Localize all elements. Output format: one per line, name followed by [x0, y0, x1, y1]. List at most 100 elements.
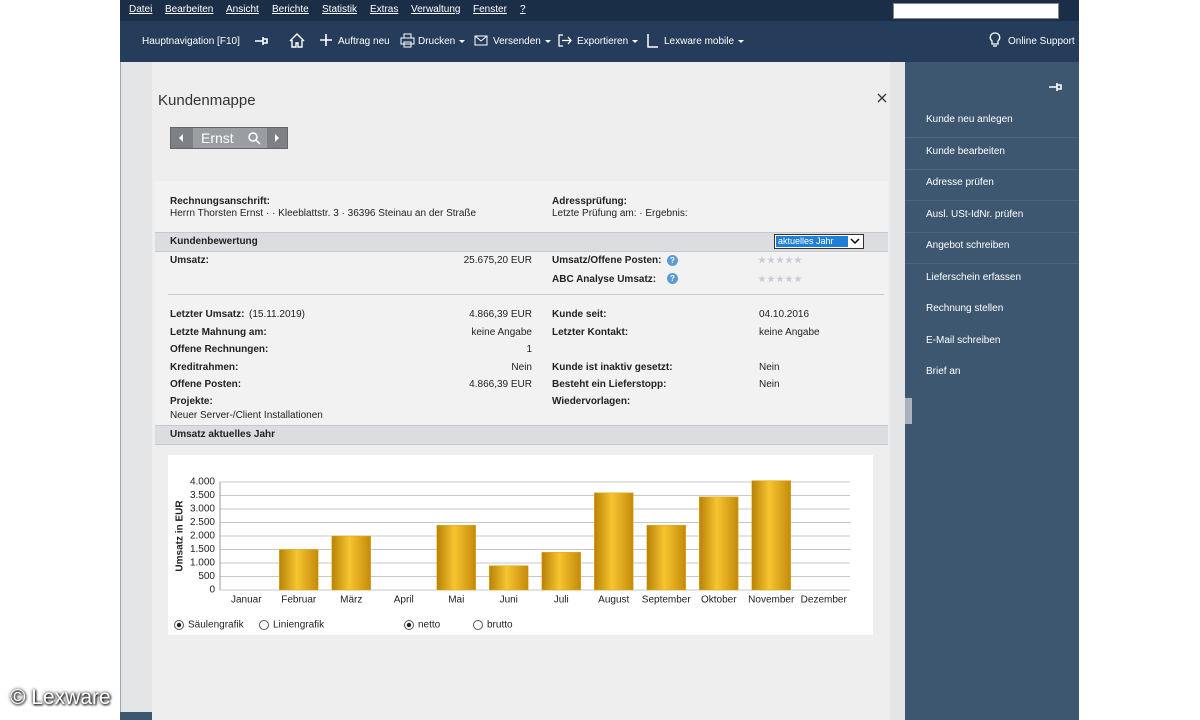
- menu-item[interactable]: Ansicht: [226, 4, 259, 15]
- star: [785, 256, 793, 264]
- label: Umsatz/Offene Posten:: [552, 255, 662, 266]
- menu-item[interactable]: Verwaltung: [411, 4, 461, 15]
- next-button[interactable]: [267, 128, 287, 148]
- mobile-icon: [647, 34, 658, 48]
- window-title: Kundenmappe: [158, 92, 256, 109]
- bar: [541, 551, 581, 591]
- sidebar-action[interactable]: E-Mail schreiben: [926, 334, 1001, 346]
- search-box[interactable]: [893, 3, 1059, 19]
- caret: [459, 39, 466, 43]
- value: Nein: [759, 362, 780, 373]
- menu-bar: Datei Bearbeiten Ansicht Berichte Statistik E…: [120, 0, 1079, 21]
- y-tick-label: 3.500: [190, 490, 215, 501]
- customer-window: Kundenmappe Ernst ÜberblickBelegeKontakt…: [152, 62, 890, 720]
- bar: [646, 524, 686, 591]
- overview-area: [155, 181, 888, 433]
- sidebar-action[interactable]: Rechnung stellen: [926, 303, 1004, 314]
- search-icon[interactable]: [247, 131, 263, 145]
- period-select[interactable]: aktuelles Jahr: [774, 234, 864, 249]
- menu-item[interactable]: Extras: [370, 4, 399, 15]
- value: 25.675,20 EUR: [463, 255, 532, 266]
- prev-button[interactable]: [171, 128, 191, 148]
- x-tick-label: Dezember: [801, 595, 848, 606]
- sidebar-separator: [905, 200, 1079, 201]
- close-button[interactable]: [876, 92, 888, 104]
- menu-item[interactable]: ?: [520, 4, 526, 15]
- star: [758, 275, 766, 283]
- toolbar-item[interactable]: Versenden: [493, 36, 551, 47]
- value: Letzte Prüfung am: · Ergebnis:: [552, 208, 688, 219]
- bar: [489, 565, 529, 591]
- export-icon: [558, 34, 572, 47]
- bar: [436, 524, 476, 591]
- radio-label: Säulengrafik: [188, 620, 245, 631]
- help-icon[interactable]: ?: [667, 255, 678, 266]
- bulb-icon: [989, 32, 1001, 47]
- pin-icon[interactable]: [253, 35, 269, 47]
- x-tick-label: Januar: [231, 595, 262, 606]
- caret: [544, 39, 551, 43]
- nav-button[interactable]: Hauptnavigation [F10]: [142, 36, 240, 47]
- sidebar-action[interactable]: Lieferschein erfassen: [926, 271, 1022, 283]
- star: [794, 275, 802, 283]
- plus-icon: [320, 34, 332, 46]
- x-tick-label: Juli: [554, 595, 569, 606]
- value: 4.866,39 EUR: [469, 379, 532, 390]
- help-icon[interactable]: ?: [667, 273, 678, 284]
- sidebar-action[interactable]: Kunde bearbeiten: [926, 145, 1005, 157]
- sidebar-action[interactable]: Angebot schreiben: [926, 240, 1010, 251]
- sidebar-action[interactable]: Ausl. USt-IdNr. prüfen: [926, 208, 1024, 220]
- label: Umsatz:: [170, 255, 209, 266]
- star: [794, 256, 802, 264]
- pin-icon[interactable]: [1047, 81, 1063, 93]
- bar: [594, 492, 634, 591]
- caret: [738, 39, 745, 43]
- sidebar-action[interactable]: Adresse prüfen: [926, 177, 994, 188]
- x-tick-label: Oktober: [701, 595, 737, 606]
- radio-label: brutto: [487, 620, 513, 631]
- radio: [259, 620, 269, 630]
- star-ratings: [758, 256, 802, 283]
- value: 4.866,39 EUR: [469, 309, 532, 320]
- home-icon[interactable]: [288, 32, 306, 49]
- label: Besteht ein Lieferstopp:: [552, 379, 667, 390]
- label: Letzter Kontakt:: [552, 327, 629, 338]
- label: Kunde ist inaktiv gesetzt:: [552, 362, 673, 373]
- sidebar-separator: [905, 231, 1079, 233]
- y-tick-label: 500: [198, 571, 215, 582]
- toolbar-item[interactable]: Auftrag neu: [338, 36, 390, 47]
- sidebar-action[interactable]: Kunde neu anlegen: [926, 114, 1013, 125]
- radio-dot: [176, 622, 182, 628]
- menu-item[interactable]: Fenster: [473, 4, 507, 15]
- toolbar-item[interactable]: Exportieren: [577, 36, 639, 47]
- star: [776, 256, 784, 264]
- toolbar-item[interactable]: Drucken: [418, 36, 466, 47]
- label: Kreditrahmen:: [170, 362, 239, 373]
- sidebar-action[interactable]: Brief an: [926, 366, 961, 377]
- section-title: Umsatz aktuelles Jahr: [170, 429, 276, 440]
- star: [758, 256, 766, 264]
- label: Projekte:: [170, 396, 213, 407]
- toolbar-label: Versenden: [493, 36, 541, 47]
- bar: [751, 480, 791, 591]
- star: [785, 275, 793, 283]
- customer-field[interactable]: [193, 128, 267, 148]
- customer-name: Ernst: [201, 130, 234, 146]
- chart-box: 0 500 1.000 1.500 2.000 2.500 3.000 3.500 4.000 U…: [168, 455, 873, 635]
- splitter[interactable]: [905, 398, 912, 424]
- label: Kunde seit:: [552, 309, 607, 320]
- toolbar-item[interactable]: Lexware mobile: [664, 36, 745, 47]
- date: (15.11.2019): [249, 309, 305, 320]
- menu-item[interactable]: Berichte: [272, 4, 309, 15]
- menu-item[interactable]: Datei: [129, 4, 153, 15]
- menu-item[interactable]: Statistik: [322, 4, 358, 15]
- chart: 0 500 1.000 1.500 2.000 2.500 3.000 3.500 4.000 U…: [174, 477, 850, 631]
- label: Letzter Umsatz:: [170, 309, 245, 320]
- print-icon: [400, 33, 415, 48]
- star: [767, 256, 775, 264]
- radio: [473, 620, 483, 630]
- section-header: [155, 232, 888, 252]
- support-link[interactable]: Online Support: [1008, 36, 1075, 47]
- menu-item[interactable]: Bearbeiten: [165, 4, 214, 15]
